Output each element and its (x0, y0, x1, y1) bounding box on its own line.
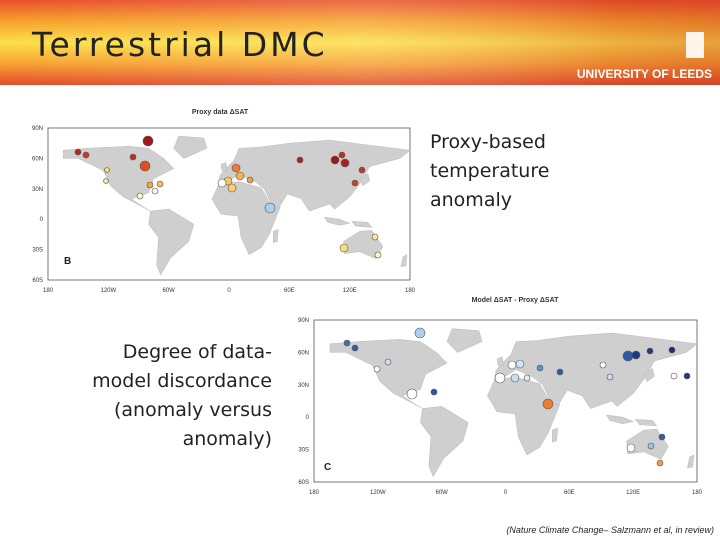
citation: (Nature Climate Change– Salzmann et al, … (506, 525, 714, 535)
lat-label: 60S (298, 480, 309, 486)
lon-label: 180 (405, 288, 416, 294)
lat-label: 30S (32, 248, 43, 254)
site-marker (430, 388, 438, 396)
site-marker (246, 176, 254, 184)
caption-line: (anomaly versus (114, 399, 272, 421)
site-marker (339, 243, 349, 253)
site-marker (523, 374, 531, 382)
caption-line: temperature (430, 160, 549, 182)
map-figure (47, 127, 411, 281)
site-marker (104, 167, 110, 173)
caption-line: anomaly) (183, 428, 272, 450)
site-marker (142, 135, 154, 147)
site-marker (146, 181, 154, 189)
site-marker (683, 372, 691, 380)
lon-label: 180 (309, 490, 320, 496)
site-marker (384, 358, 392, 366)
site-marker (129, 153, 137, 161)
header-shade (0, 0, 720, 85)
site-marker (217, 178, 227, 188)
lon-label: 60W (435, 490, 448, 496)
lon-label: 120E (626, 490, 640, 496)
lon-label: 180 (692, 490, 703, 496)
figure-title: Model ΔSAT - Proxy ΔSAT (472, 297, 560, 304)
lat-label: 0 (306, 415, 310, 421)
caption-line: model discordance (92, 370, 272, 392)
logo-text: UNIVERSITY OF LEEDS (577, 67, 712, 81)
site-marker (151, 187, 159, 195)
site-marker (622, 350, 634, 362)
figure-title: Proxy data ΔSAT (192, 109, 249, 116)
site-marker (373, 365, 381, 373)
lon-label: 0 (504, 490, 508, 496)
logo-crest (686, 32, 704, 58)
site-marker (606, 373, 614, 381)
lat-label: 90N (298, 318, 309, 324)
site-marker (139, 160, 151, 172)
lon-label: 120E (343, 288, 357, 294)
lon-label: 180 (43, 288, 54, 294)
site-marker (414, 327, 426, 339)
site-marker (515, 359, 525, 369)
lat-label: 30N (298, 383, 309, 389)
site-marker (647, 442, 655, 450)
panel-label: C (324, 462, 331, 473)
lat-label: 90N (32, 126, 43, 132)
lon-label: 60E (284, 288, 295, 294)
site-marker (343, 339, 351, 347)
site-marker (103, 178, 109, 184)
site-marker (668, 346, 676, 354)
lat-label: 60N (298, 350, 309, 356)
site-marker (542, 398, 554, 410)
site-marker (231, 163, 241, 173)
lon-label: 120W (100, 288, 116, 294)
site-marker (626, 443, 636, 453)
site-marker (646, 347, 654, 355)
site-marker (631, 350, 641, 360)
site-marker (264, 202, 276, 214)
site-marker (351, 179, 359, 187)
slide-title: Terrestrial DMC (31, 25, 328, 64)
caption-line: Proxy-based (430, 131, 546, 153)
site-marker (296, 156, 304, 164)
lat-label: 0 (40, 217, 44, 223)
lon-label: 120W (370, 490, 386, 496)
site-marker (494, 372, 506, 384)
panel-label: B (64, 256, 71, 267)
lat-label: 30S (298, 448, 309, 454)
site-marker (235, 171, 245, 181)
site-marker (406, 388, 418, 400)
site-marker (227, 183, 237, 193)
site-marker (507, 360, 517, 370)
site-marker (371, 233, 379, 241)
site-marker (351, 344, 359, 352)
lat-label: 60N (32, 156, 43, 162)
site-marker (358, 166, 366, 174)
site-marker (340, 158, 350, 168)
site-marker (536, 364, 544, 372)
site-marker (156, 180, 164, 188)
caption-line: anomaly (430, 189, 512, 211)
site-marker (670, 372, 678, 380)
lat-label: 60S (32, 278, 43, 284)
site-marker (136, 192, 144, 200)
lon-label: 60W (162, 288, 175, 294)
site-marker (338, 151, 346, 159)
map-figure (313, 319, 698, 483)
site-marker (556, 368, 564, 376)
lon-label: 0 (227, 288, 231, 294)
site-marker (599, 361, 607, 369)
site-marker (656, 459, 664, 467)
site-marker (658, 433, 666, 441)
lon-label: 60E (564, 490, 575, 496)
site-marker (82, 151, 90, 159)
site-marker (510, 373, 520, 383)
site-marker (374, 251, 382, 259)
site-marker (74, 148, 82, 156)
lat-label: 30N (32, 187, 43, 193)
caption-line: Degree of data- (123, 341, 272, 363)
site-marker (330, 155, 340, 165)
